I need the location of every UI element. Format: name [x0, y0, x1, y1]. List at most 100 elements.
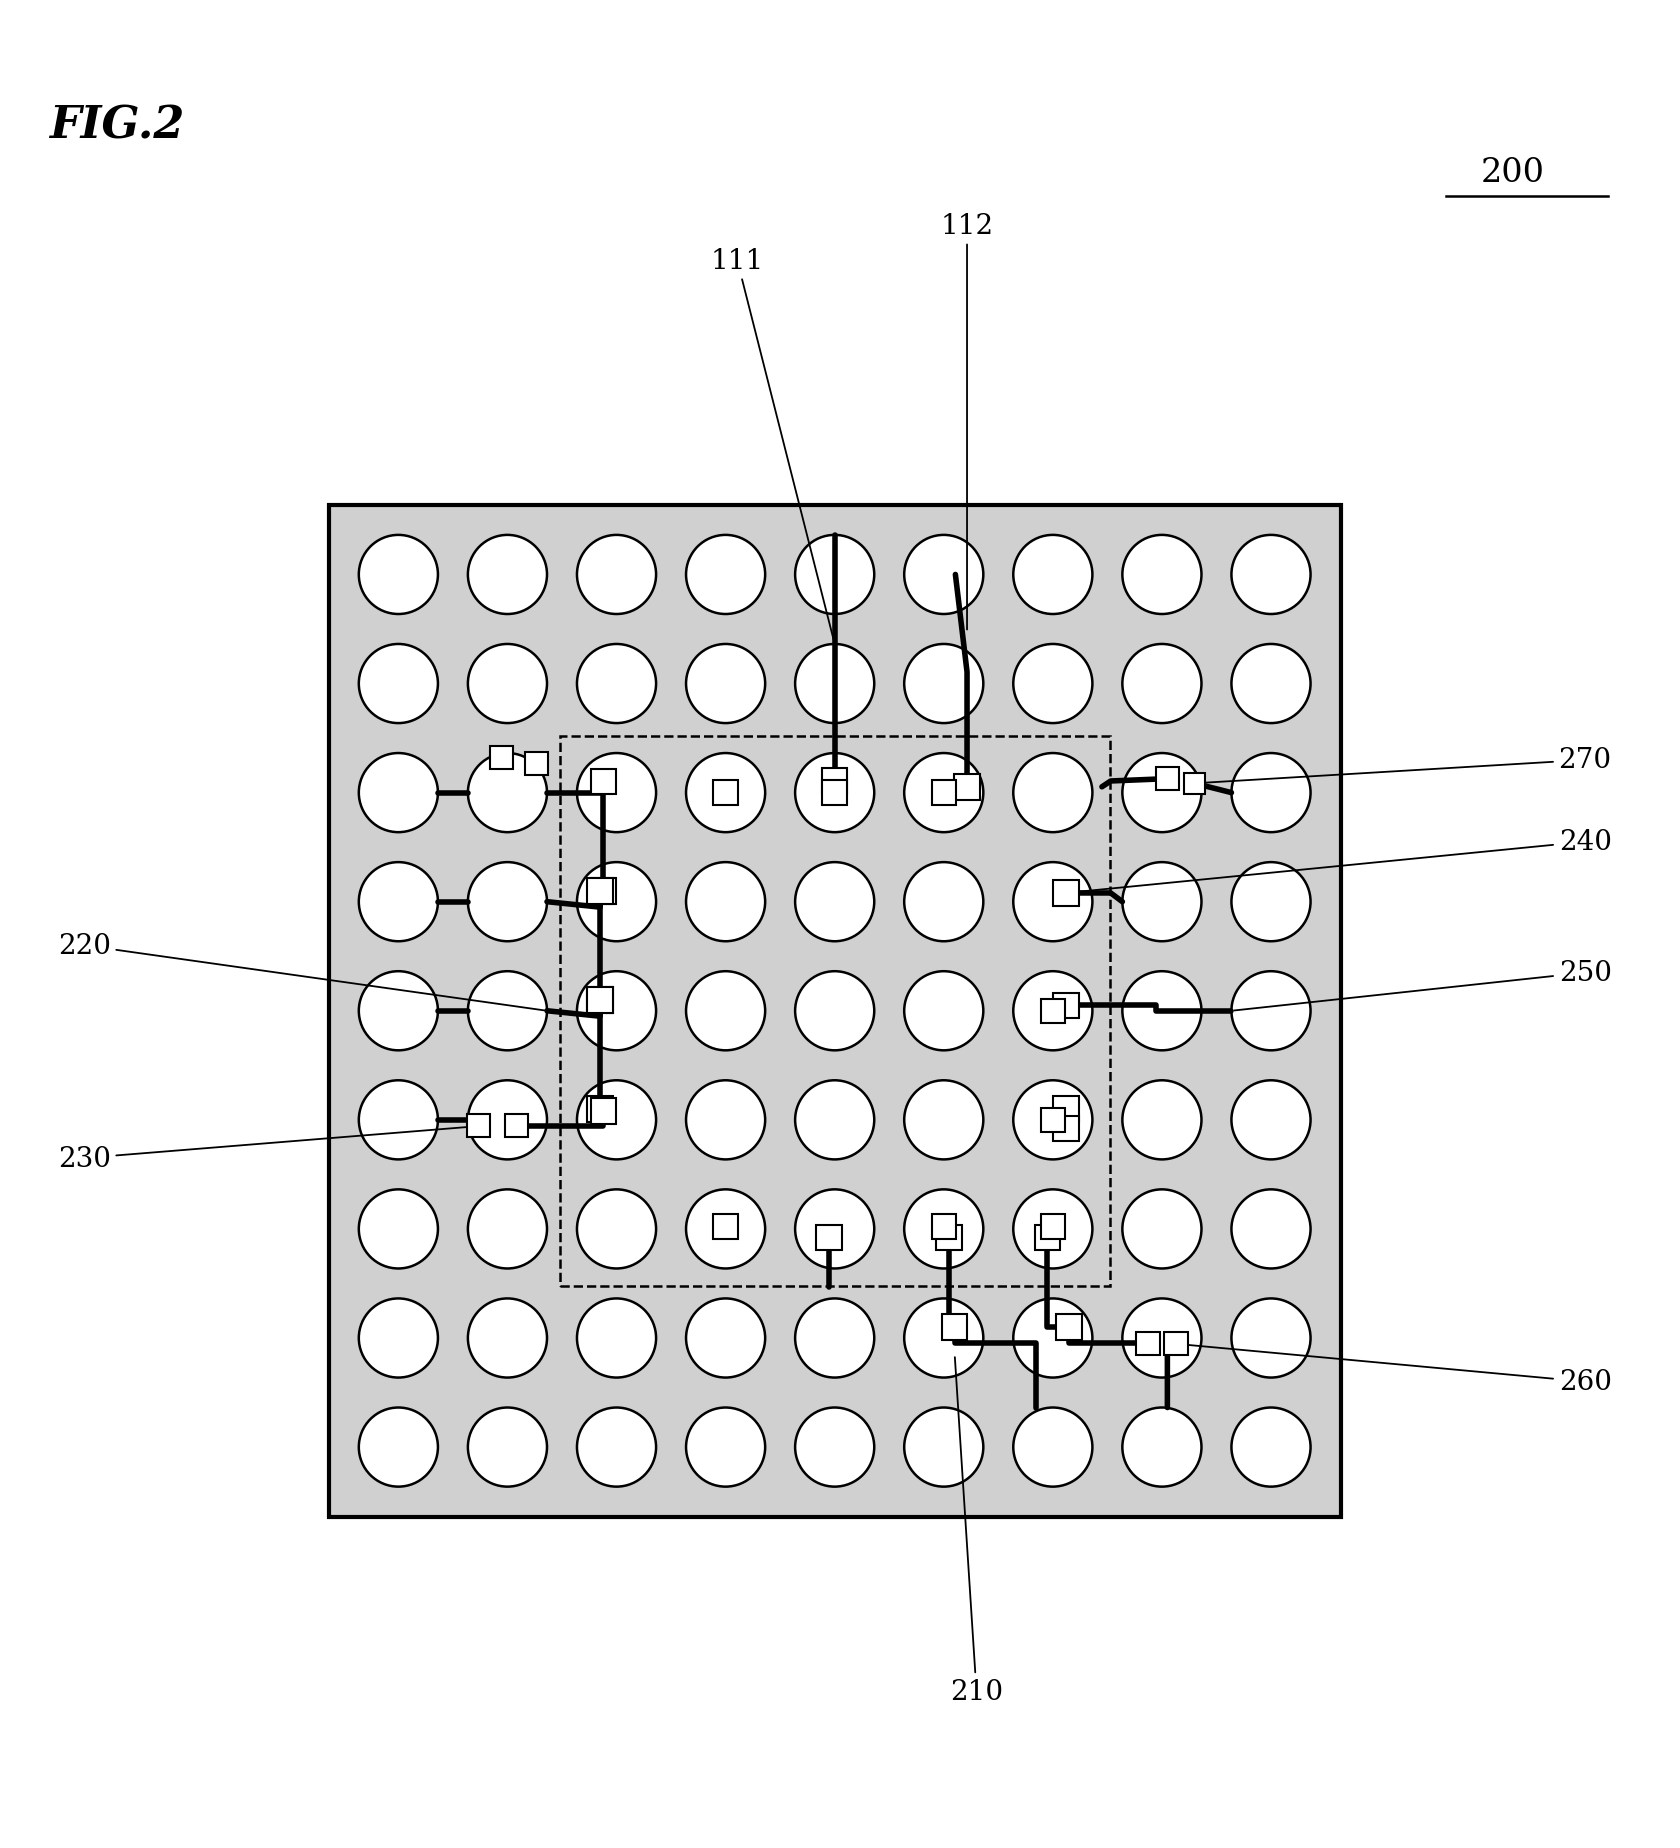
Bar: [586, 987, 613, 1013]
Circle shape: [358, 1408, 438, 1488]
Circle shape: [904, 1408, 983, 1488]
Circle shape: [1231, 754, 1310, 833]
Circle shape: [1013, 1190, 1092, 1270]
Bar: [489, 747, 512, 771]
Text: 112: 112: [939, 213, 993, 630]
Circle shape: [576, 863, 655, 942]
Circle shape: [576, 972, 655, 1052]
Text: 210: 210: [949, 1358, 1003, 1706]
Circle shape: [685, 1408, 764, 1488]
Circle shape: [904, 863, 983, 942]
Circle shape: [576, 1299, 655, 1379]
Bar: [1033, 1225, 1060, 1251]
Circle shape: [1122, 863, 1201, 942]
Circle shape: [1122, 645, 1201, 724]
Bar: [931, 782, 956, 806]
Bar: [1040, 1000, 1065, 1024]
Circle shape: [795, 1081, 874, 1161]
Bar: [590, 1100, 617, 1124]
Circle shape: [1013, 1408, 1092, 1488]
Circle shape: [795, 972, 874, 1052]
Circle shape: [1231, 1299, 1310, 1379]
Circle shape: [576, 536, 655, 615]
Bar: [1055, 1314, 1082, 1340]
Circle shape: [358, 645, 438, 724]
Circle shape: [795, 645, 874, 724]
Circle shape: [358, 972, 438, 1052]
Circle shape: [904, 645, 983, 724]
Circle shape: [358, 1190, 438, 1270]
Circle shape: [904, 972, 983, 1052]
Circle shape: [467, 645, 546, 724]
Circle shape: [685, 754, 764, 833]
Circle shape: [795, 1408, 874, 1488]
Text: 200: 200: [1480, 157, 1544, 188]
Circle shape: [1122, 1081, 1201, 1161]
Bar: [1040, 1109, 1065, 1133]
Circle shape: [1231, 972, 1310, 1052]
Circle shape: [795, 754, 874, 833]
Circle shape: [904, 754, 983, 833]
Circle shape: [358, 536, 438, 615]
Bar: [1052, 1116, 1079, 1142]
Circle shape: [1231, 1190, 1310, 1270]
Circle shape: [904, 536, 983, 615]
Circle shape: [795, 536, 874, 615]
Bar: [1040, 1214, 1065, 1240]
Bar: [559, 737, 1109, 1286]
Bar: [816, 1225, 842, 1251]
Circle shape: [904, 1299, 983, 1379]
Circle shape: [576, 754, 655, 833]
Bar: [590, 878, 617, 904]
Circle shape: [467, 863, 546, 942]
Circle shape: [1122, 1190, 1201, 1270]
Circle shape: [685, 1081, 764, 1161]
Bar: [822, 769, 847, 795]
Circle shape: [467, 1408, 546, 1488]
Circle shape: [795, 1190, 874, 1270]
Bar: [1183, 774, 1205, 795]
Circle shape: [795, 863, 874, 942]
Circle shape: [467, 1190, 546, 1270]
Bar: [1052, 881, 1079, 906]
Bar: [586, 987, 613, 1013]
Circle shape: [576, 1408, 655, 1488]
Circle shape: [1231, 863, 1310, 942]
Bar: [1156, 767, 1179, 791]
Bar: [1052, 992, 1079, 1018]
Circle shape: [1231, 645, 1310, 724]
Circle shape: [904, 1190, 983, 1270]
Text: 220: 220: [57, 931, 544, 1011]
Bar: [954, 774, 979, 800]
Circle shape: [576, 645, 655, 724]
Bar: [712, 782, 738, 806]
Text: 260: 260: [1178, 1343, 1611, 1395]
Bar: [590, 769, 617, 795]
Circle shape: [1231, 1081, 1310, 1161]
Bar: [586, 1096, 613, 1122]
Circle shape: [1013, 754, 1092, 833]
Bar: [467, 1114, 489, 1138]
Circle shape: [358, 1081, 438, 1161]
Circle shape: [1122, 1299, 1201, 1379]
Circle shape: [576, 1081, 655, 1161]
Circle shape: [685, 645, 764, 724]
Circle shape: [1013, 536, 1092, 615]
Circle shape: [576, 1190, 655, 1270]
Circle shape: [685, 536, 764, 615]
Circle shape: [1013, 972, 1092, 1052]
Bar: [1136, 1332, 1159, 1356]
Circle shape: [467, 754, 546, 833]
Circle shape: [904, 1081, 983, 1161]
Circle shape: [685, 972, 764, 1052]
Circle shape: [1122, 754, 1201, 833]
Text: 230: 230: [57, 1125, 480, 1172]
Circle shape: [467, 972, 546, 1052]
Circle shape: [685, 863, 764, 942]
Bar: [1052, 1096, 1079, 1122]
Bar: [328, 505, 1341, 1517]
Bar: [524, 752, 548, 776]
Circle shape: [467, 536, 546, 615]
Text: 111: 111: [711, 248, 833, 641]
Circle shape: [685, 1190, 764, 1270]
